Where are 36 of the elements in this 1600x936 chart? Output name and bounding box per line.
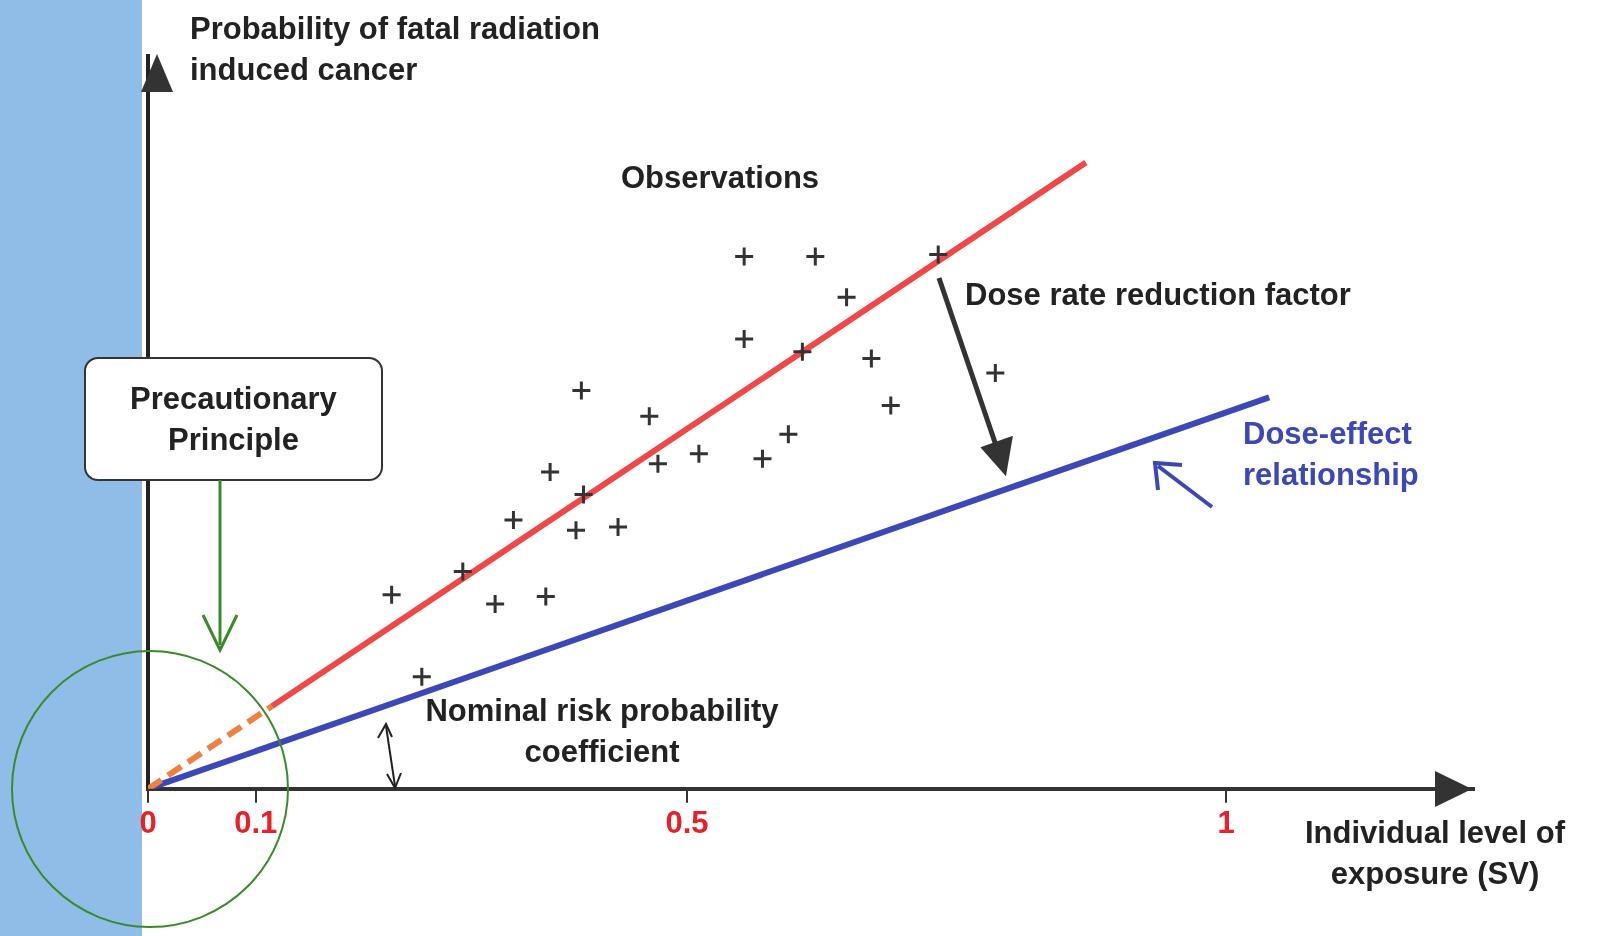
point [688,443,710,465]
x-tick-label: 0.1 [234,804,278,840]
x-tick-label: 0.5 [665,804,709,840]
point [836,286,858,308]
x-axis-title: Individual level of exposure (SV) [1303,814,1567,893]
point [647,453,669,475]
point [484,593,506,615]
point [860,348,882,370]
point [607,516,629,538]
point [751,448,773,470]
point [638,405,660,427]
point [570,379,592,401]
y-axis-title: Probability of fatal radiation induced cancer [190,10,601,89]
point [411,666,433,688]
point [880,394,902,416]
point [777,423,799,445]
annotation: Nominal risk probability coefficient [424,692,780,771]
point [733,328,755,350]
x-tick-label: 0 [139,804,157,840]
point [452,560,474,582]
point [927,244,949,266]
series-label: Observations [619,159,821,197]
point [565,519,587,541]
point [539,461,561,483]
point [984,362,1006,384]
point [791,341,813,363]
x-tick-label: 1 [1217,804,1235,840]
point [733,245,755,267]
point [573,483,595,505]
series-label: Dose-effect relationship [1243,415,1420,494]
point [535,586,557,608]
annotation: Dose rate reduction factor [965,276,1352,314]
annotation: Precautionary Principle [129,380,338,459]
point [502,509,524,531]
point [381,584,403,606]
point [804,245,826,267]
